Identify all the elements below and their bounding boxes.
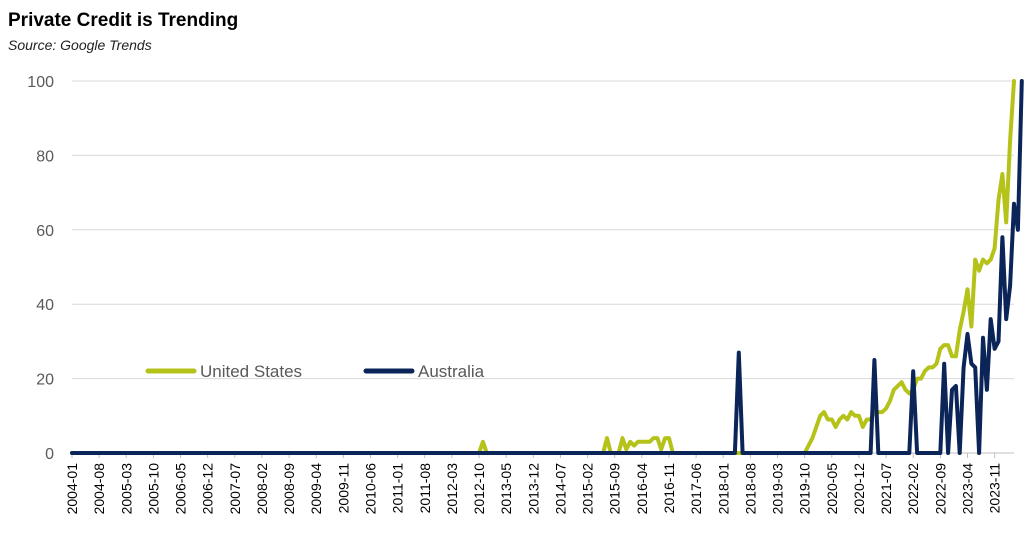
x-tick-label: 2022-02 bbox=[905, 463, 921, 515]
x-tick-label: 2005-10 bbox=[145, 463, 161, 515]
legend-label-united-states: United States bbox=[200, 362, 302, 381]
x-tick-label: 2017-06 bbox=[688, 463, 704, 515]
x-tick-label: 2016-04 bbox=[634, 463, 650, 515]
x-tick-label: 2018-08 bbox=[742, 463, 758, 515]
chart-subtitle: Source: Google Trends bbox=[8, 37, 152, 53]
x-tick-label: 2012-03 bbox=[444, 463, 460, 515]
x-tick-label: 2020-05 bbox=[824, 463, 840, 515]
x-tick-label: 2004-08 bbox=[91, 463, 107, 515]
x-tick-label: 2018-01 bbox=[715, 463, 731, 515]
x-tick-label: 2013-05 bbox=[498, 463, 514, 515]
x-tick-label: 2010-06 bbox=[362, 463, 378, 515]
x-tick-label: 2019-03 bbox=[770, 463, 786, 515]
y-tick-label: 20 bbox=[36, 372, 54, 389]
x-tick-label: 2013-12 bbox=[525, 463, 541, 515]
x-tick-label: 2008-09 bbox=[281, 463, 297, 515]
x-tick-label: 2011-08 bbox=[417, 463, 433, 514]
x-tick-label: 2014-07 bbox=[552, 463, 568, 515]
x-tick-label: 2006-12 bbox=[200, 463, 216, 515]
x-tick-label: 2015-09 bbox=[607, 463, 623, 515]
legend: United States Australia bbox=[145, 362, 485, 381]
chart-title: Private Credit is Trending bbox=[8, 10, 239, 31]
x-axis: 2004-01 2004-08 2005-03 2005-10 2006-05 2006-… bbox=[64, 453, 1003, 514]
series-lines bbox=[70, 79, 1024, 455]
x-tick-label: 2022-09 bbox=[932, 463, 948, 515]
x-tick-label: 2020-12 bbox=[851, 463, 867, 515]
x-tick-label: 2007-07 bbox=[227, 463, 243, 515]
x-tick-label: 2016-11 bbox=[661, 463, 677, 514]
x-tick-label: 2021-07 bbox=[878, 463, 894, 515]
x-tick-label: 2009-11 bbox=[335, 463, 351, 514]
y-tick-label: 80 bbox=[36, 148, 54, 165]
x-tick-label: 2009-04 bbox=[308, 463, 324, 515]
x-tick-label: 2004-01 bbox=[64, 463, 80, 515]
x-tick-label: 2005-03 bbox=[118, 463, 134, 515]
x-tick-label: 2015-02 bbox=[580, 463, 596, 515]
x-tick-label: 2023-04 bbox=[959, 463, 975, 515]
y-tick-label: 40 bbox=[36, 297, 54, 314]
legend-label-australia: Australia bbox=[418, 362, 485, 381]
x-tick-label: 2023-11 bbox=[987, 463, 1003, 514]
y-tick-label: 100 bbox=[27, 74, 54, 91]
y-tick-label: 0 bbox=[45, 446, 54, 463]
series-line-australia bbox=[70, 79, 1024, 455]
x-tick-label: 2006-05 bbox=[173, 463, 189, 515]
x-tick-label: 2008-02 bbox=[254, 463, 270, 515]
x-tick-label: 2011-01 bbox=[390, 463, 406, 514]
x-tick-label: 2019-10 bbox=[797, 463, 813, 515]
y-tick-label: 60 bbox=[36, 223, 54, 240]
y-axis: 0 20 40 60 80 100 bbox=[27, 74, 54, 463]
x-tick-label: 2012-10 bbox=[471, 463, 487, 515]
